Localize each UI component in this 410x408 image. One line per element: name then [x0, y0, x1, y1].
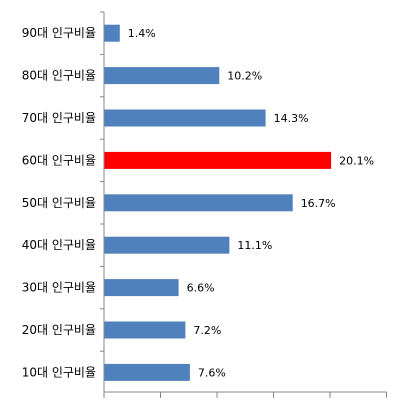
- value-label-category-1: 7.6%: [198, 366, 226, 379]
- bar-category-1: [104, 363, 190, 381]
- value-label-category-2: 7.2%: [193, 324, 221, 337]
- value-label-category-9: 1.4%: [128, 27, 156, 40]
- bar-category-8: [104, 67, 220, 85]
- value-labels-group: 7.6% 7.2% 6.6% 11.1% 16.7% 20.1% 14.3% 10.2% 1.4…: [128, 27, 374, 379]
- value-label-category-4: 11.1%: [237, 239, 272, 252]
- bar-category-6: [104, 151, 332, 169]
- category-labels-group: 10대 인구비율 20대 인구비율 30대 인구비율 40대 인구비율 50대 인구비율…: [22, 26, 96, 379]
- category-label-category-1: 10대 인구비율: [22, 365, 96, 379]
- value-label-category-5: 16.7%: [301, 197, 336, 210]
- bar-category-5: [104, 194, 293, 212]
- category-label-category-7: 70대 인구비율: [22, 111, 96, 125]
- bar-category-4: [104, 236, 230, 254]
- value-label-category-8: 10.2%: [227, 70, 262, 83]
- category-label-category-3: 30대 인구비율: [22, 281, 96, 295]
- value-label-category-7: 14.3%: [274, 112, 309, 125]
- category-label-category-2: 20대 인구비율: [22, 323, 96, 337]
- bar-category-3: [104, 279, 179, 297]
- bars-group: [104, 24, 332, 381]
- value-label-category-6: 20.1%: [339, 154, 374, 167]
- axis-group: [100, 11, 387, 398]
- category-label-category-8: 80대 인구비율: [22, 69, 96, 83]
- category-label-category-5: 50대 인구비율: [22, 196, 96, 210]
- category-label-category-6: 60대 인구비율: [22, 153, 96, 167]
- category-label-category-4: 40대 인구비율: [22, 238, 96, 252]
- value-label-category-3: 6.6%: [187, 282, 215, 295]
- bar-category-7: [104, 109, 266, 127]
- bar-category-2: [104, 321, 186, 339]
- category-label-category-9: 90대 인구비율: [22, 26, 96, 40]
- bar-category-9: [104, 24, 120, 42]
